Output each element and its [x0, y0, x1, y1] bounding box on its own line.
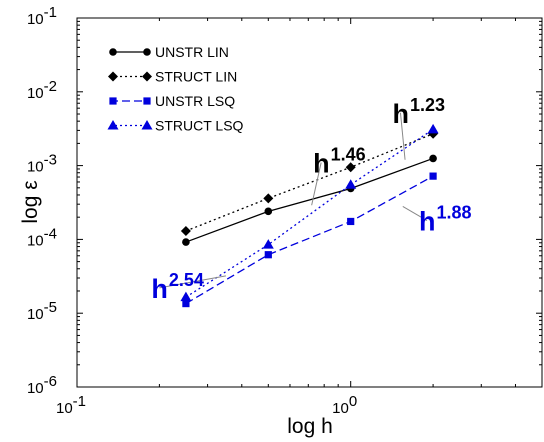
- legend-marker: [109, 97, 117, 105]
- y-tick-label: 10-4: [27, 225, 57, 249]
- data-point: [180, 291, 192, 302]
- legend-label: STRUCT LIN: [155, 69, 237, 85]
- series-struct-lsq: [180, 123, 439, 302]
- slope-annotation: h1.23: [392, 95, 445, 129]
- legend-label: UNSTR LIN: [155, 44, 229, 60]
- annotation-leader: [159, 275, 226, 289]
- legend-entry: STRUCT LIN: [108, 69, 237, 85]
- slope-annotations: h1.46 h1.23 h1.88 h2.54: [151, 95, 471, 304]
- series-unstr-lin: [182, 154, 437, 246]
- series-unstr-lsq: [182, 172, 437, 308]
- legend: UNSTR LIN STRUCT LIN UNSTR LSQ STRUCT LSQ: [107, 44, 244, 134]
- data-point: [262, 239, 274, 249]
- annotation-leader: [402, 205, 428, 221]
- data-point: [345, 179, 357, 189]
- data-point: [263, 193, 274, 204]
- legend-entry: UNSTR LIN: [109, 44, 229, 60]
- series-line: [185, 157, 434, 243]
- axis-ticks: 10-6 10-5 10-4 10-3 10-2 10-1 10-1 100: [27, 4, 542, 417]
- legend-marker: [108, 71, 118, 82]
- data-point: [345, 162, 356, 173]
- plot-frame: [76, 17, 543, 388]
- legend-label: STRUCT LSQ: [155, 118, 244, 134]
- y-tick-label: 10-3: [27, 152, 57, 176]
- annotation-leader: [311, 162, 322, 206]
- x-tick-label: 100: [332, 393, 357, 417]
- series-line: [185, 128, 434, 298]
- series-layer: [180, 123, 439, 308]
- legend-label: UNSTR LSQ: [155, 93, 235, 109]
- y-tick-label: 10-1: [27, 4, 57, 28]
- y-axis-label: log ε: [19, 180, 42, 223]
- annotation-leader: [399, 112, 406, 160]
- data-point: [429, 172, 437, 180]
- data-point: [180, 225, 191, 236]
- data-point: [427, 123, 439, 134]
- data-point: [347, 217, 355, 226]
- series-line: [185, 175, 434, 305]
- legend-entry: UNSTR LSQ: [109, 93, 235, 109]
- legend-marker: [107, 120, 119, 130]
- legend-marker: [143, 48, 151, 56]
- data-point: [264, 251, 272, 259]
- y-tick-label: 10-5: [27, 299, 57, 323]
- series-struct-lin: [180, 128, 439, 236]
- x-axis-label: log h: [287, 415, 333, 438]
- legend-marker: [142, 71, 152, 82]
- legend-marker: [143, 97, 151, 105]
- slope-annotation: h1.46: [313, 145, 366, 179]
- slope-annotation: h1.88: [419, 203, 472, 237]
- slope-annotation: h2.54: [151, 270, 204, 304]
- data-point: [182, 299, 190, 308]
- data-point: [182, 238, 190, 246]
- y-tick-label: 10-6: [27, 373, 57, 397]
- x-tick-label: 10-1: [56, 393, 86, 417]
- y-tick-label: 10-2: [27, 78, 57, 102]
- legend-entry: STRUCT LSQ: [107, 118, 244, 134]
- data-point: [429, 154, 437, 163]
- legend-marker: [109, 48, 117, 56]
- data-point: [264, 207, 273, 216]
- legend-marker: [141, 120, 153, 130]
- series-line: [185, 133, 434, 232]
